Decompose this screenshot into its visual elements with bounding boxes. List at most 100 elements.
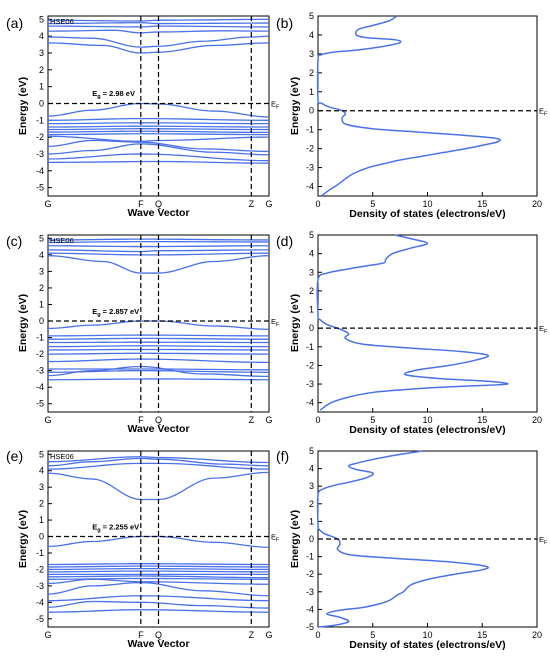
- panel-label: (a): [6, 15, 23, 31]
- kpoint-label: Z: [249, 630, 255, 640]
- y-tick-label: -4: [36, 382, 44, 392]
- band-line: [47, 457, 270, 467]
- dos-y-tick-label: 1: [309, 305, 314, 315]
- band-line: [47, 117, 270, 121]
- x-axis-label: Wave Vector: [127, 207, 189, 219]
- y-tick-label: -2: [36, 349, 44, 359]
- kpoint-label: Q: [155, 415, 162, 425]
- fermi-label: EF: [271, 99, 280, 110]
- x-axis-label: Wave Vector: [127, 638, 189, 650]
- band-line: [47, 337, 270, 340]
- band-line: [47, 345, 270, 348]
- y-axis-label: Energy (eV): [17, 77, 29, 135]
- dos-y-tick-label: 3: [309, 267, 314, 277]
- band-gap-label: Eg = 2.857 eV: [92, 307, 139, 318]
- dos-y-tick-label: -2: [306, 569, 314, 579]
- dos-y-tick-label: -1: [306, 125, 314, 135]
- band-line: [47, 29, 270, 34]
- y-tick-label: -3: [36, 149, 44, 159]
- y-tick-label: 5: [39, 449, 44, 459]
- dos-y-axis-label: Energy (eV): [289, 510, 301, 568]
- dos-x-tick-label: 10: [422, 630, 432, 640]
- dos-x-tick-label: 5: [370, 630, 375, 640]
- kpoint-label: G: [44, 630, 51, 640]
- dos-y-tick-label: 2: [309, 499, 314, 509]
- dos-y-tick-label: -1: [306, 342, 314, 352]
- band-line: [47, 471, 270, 501]
- y-tick-label: -4: [36, 597, 44, 607]
- kpoint-label: Z: [249, 199, 255, 209]
- dos-y-tick-label: 4: [309, 30, 314, 40]
- band-line: [47, 600, 270, 609]
- method-label: HSE06: [50, 452, 74, 461]
- dos-y-tick-label: -3: [306, 163, 314, 173]
- dos-curve: [316, 450, 489, 628]
- band-line: [47, 139, 270, 153]
- band-line: [47, 25, 270, 28]
- dos-x-tick-label: 15: [477, 199, 487, 209]
- dos-y-tick-label: 1: [309, 516, 314, 526]
- band-line: [47, 133, 270, 136]
- band-line: [47, 255, 270, 274]
- dos-y-tick-label: -5: [306, 622, 314, 632]
- dos-y-tick-label: -4: [306, 398, 314, 408]
- method-label: HSE06: [50, 236, 74, 245]
- fermi-label: EF: [271, 533, 280, 544]
- dos-y-tick-label: -3: [306, 379, 314, 389]
- panel-label: (c): [6, 233, 22, 249]
- kpoint-label: F: [138, 199, 144, 209]
- y-tick-label: -1: [36, 115, 44, 125]
- band-line: [47, 18, 270, 22]
- dos-x-tick-label: 0: [315, 630, 320, 640]
- dos-fermi-label: EF: [539, 535, 548, 546]
- y-tick-label: 5: [39, 233, 44, 243]
- y-tick-label: 2: [39, 499, 44, 509]
- kpoint-label: G: [265, 630, 272, 640]
- dos-curve: [316, 234, 509, 411]
- band-line: [47, 456, 270, 464]
- band-line: [47, 609, 270, 613]
- dos-y-tick-label: 4: [309, 249, 314, 259]
- dos-frame: [317, 15, 538, 197]
- y-tick-label: -1: [36, 333, 44, 343]
- dos-x-axis-label: Density of states (electrons/eV): [349, 424, 505, 436]
- band-line: [47, 378, 270, 381]
- dos-panel-label: (d): [276, 233, 293, 249]
- dos-y-tick-label: -1: [306, 552, 314, 562]
- band-line: [47, 240, 270, 244]
- y-tick-label: -2: [36, 564, 44, 574]
- y-tick-label: 3: [39, 48, 44, 58]
- y-tick-label: 3: [39, 482, 44, 492]
- dos-y-tick-label: 3: [309, 49, 314, 59]
- dos-x-tick-label: 10: [422, 415, 432, 425]
- y-tick-label: -5: [36, 399, 44, 409]
- dos-x-tick-label: 10: [422, 199, 432, 209]
- x-axis-label: Wave Vector: [127, 423, 189, 435]
- band-gap-label: Eg = 2.98 eV: [92, 89, 135, 100]
- dos-y-tick-label: -3: [306, 587, 314, 597]
- y-tick-label: 1: [39, 82, 44, 92]
- dos-fermi-label: EF: [539, 324, 548, 335]
- dos-x-axis-label: Density of states (electrons/eV): [349, 208, 505, 220]
- y-tick-label: -5: [36, 183, 44, 193]
- dos-y-tick-label: 1: [309, 87, 314, 97]
- band-line: [47, 35, 270, 48]
- y-tick-label: -2: [36, 132, 44, 142]
- kpoint-label: Q: [155, 199, 162, 209]
- band-line: [48, 368, 270, 371]
- band-line: [47, 249, 270, 253]
- dos-y-axis-label: Energy (eV): [289, 294, 301, 352]
- y-tick-label: 4: [39, 250, 44, 260]
- y-tick-label: 0: [39, 316, 44, 326]
- band-line: [47, 125, 270, 128]
- y-tick-label: -1: [36, 548, 44, 558]
- y-tick-label: 2: [39, 65, 44, 75]
- panel-label: (e): [6, 448, 23, 464]
- dos-y-tick-label: -4: [306, 182, 314, 192]
- dos-panel-label: (b): [276, 15, 293, 31]
- dos-fermi-label: EF: [539, 107, 548, 118]
- band-line: [47, 42, 270, 54]
- kpoint-label: F: [138, 630, 144, 640]
- dos-y-tick-label: 2: [309, 286, 314, 296]
